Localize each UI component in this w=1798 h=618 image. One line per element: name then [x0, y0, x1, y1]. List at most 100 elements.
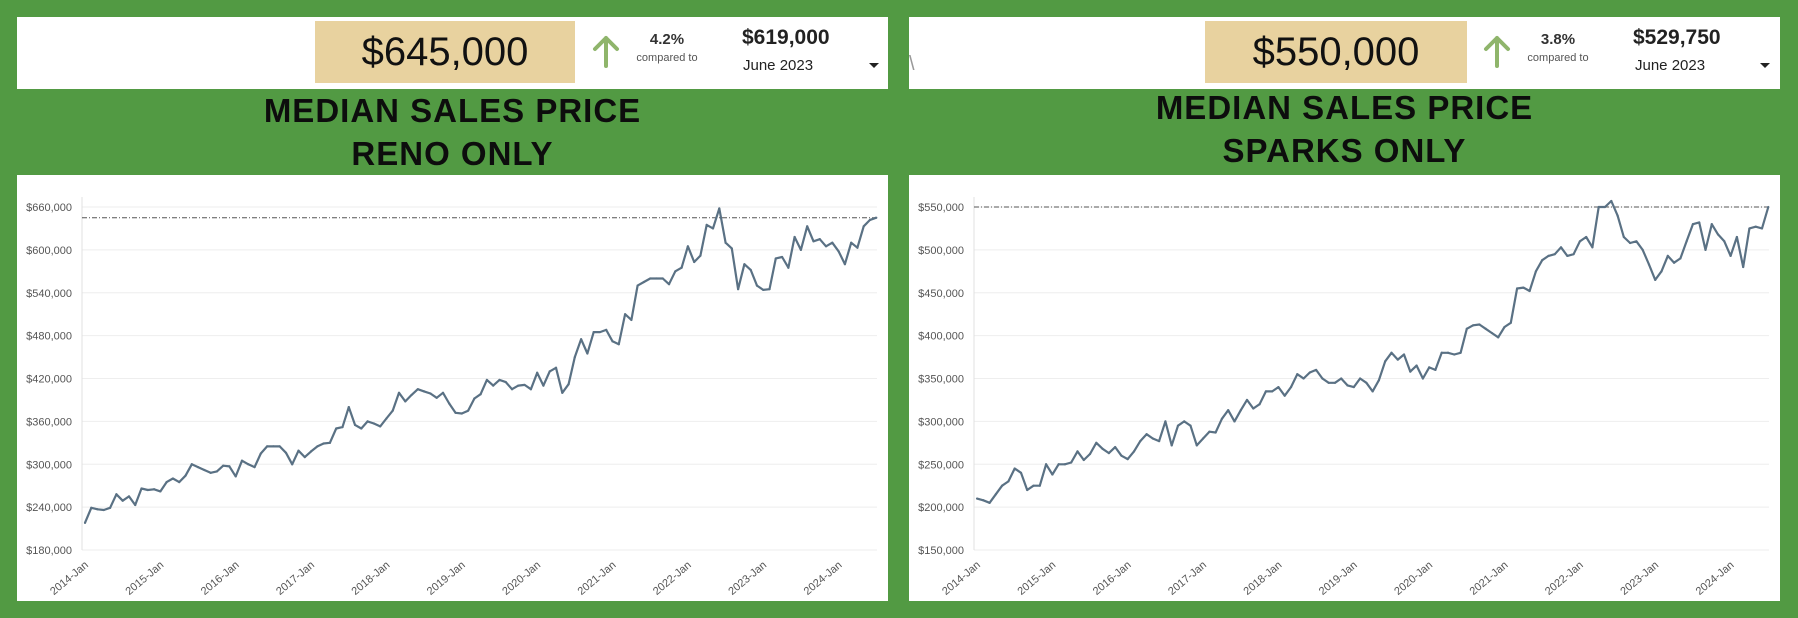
data-point — [667, 283, 671, 286]
kpi-period-select[interactable]: June 2023 — [743, 57, 814, 74]
x-tick-label: 2014-Jan — [48, 559, 91, 598]
data-point — [341, 425, 344, 429]
data-point — [429, 392, 432, 395]
data-point — [843, 263, 846, 266]
chevron-down-icon[interactable] — [1755, 57, 1775, 73]
data-point — [1497, 336, 1500, 339]
data-point — [1007, 480, 1010, 483]
data-point — [391, 409, 394, 412]
data-point — [542, 384, 545, 387]
series-line — [976, 199, 1770, 504]
data-point — [1591, 246, 1594, 249]
y-tick-label: $360,000 — [26, 416, 72, 428]
data-point — [1503, 325, 1506, 329]
x-tick-label: 2019-Jan — [1317, 559, 1360, 598]
data-point — [1384, 360, 1387, 363]
data-point — [1139, 439, 1142, 443]
data-point — [1315, 368, 1318, 372]
chevron-down-icon[interactable] — [864, 57, 884, 73]
data-point — [592, 330, 595, 334]
data-point — [328, 441, 332, 444]
data-point — [818, 238, 821, 241]
data-point — [184, 474, 187, 477]
data-point — [1767, 205, 1770, 209]
data-point — [222, 464, 225, 467]
data-point — [774, 257, 777, 260]
data-point — [1227, 409, 1230, 412]
data-point — [1434, 368, 1437, 372]
data-point — [573, 355, 576, 359]
data-point — [699, 254, 702, 257]
x-tick-label: 2016-Jan — [1091, 559, 1134, 598]
data-point — [460, 412, 463, 415]
data-point — [655, 277, 658, 280]
data-point — [335, 427, 338, 430]
data-point — [1183, 420, 1186, 423]
data-point — [1710, 223, 1713, 226]
data-point — [1365, 381, 1368, 384]
x-tick-label: 2014-Jan — [940, 559, 983, 598]
data-point — [1572, 253, 1575, 256]
data-point — [642, 280, 646, 284]
data-point — [385, 417, 388, 420]
data-point — [209, 471, 212, 474]
x-tick-label: 2022-Jan — [1543, 559, 1586, 598]
data-point — [1484, 327, 1487, 330]
data-point — [1352, 385, 1355, 389]
data-point — [504, 380, 507, 384]
y-tick-label: $420,000 — [26, 374, 72, 386]
data-point — [768, 288, 771, 291]
y-tick-label: $660,000 — [26, 202, 72, 214]
x-tick-label: 2020-Jan — [1392, 559, 1435, 598]
data-point — [636, 284, 639, 287]
data-point — [1044, 463, 1048, 466]
data-point — [1019, 471, 1023, 474]
data-point — [1239, 409, 1242, 412]
kpi-period-select[interactable]: June 2023 — [1635, 57, 1706, 74]
data-point — [115, 493, 118, 496]
data-point — [1396, 358, 1399, 361]
data-point — [705, 223, 708, 226]
data-point — [196, 466, 200, 469]
data-point — [1390, 351, 1393, 354]
data-point — [580, 338, 583, 341]
data-point — [787, 266, 790, 269]
data-point — [121, 499, 124, 502]
data-point — [1629, 241, 1632, 245]
data-point — [806, 225, 809, 228]
data-point — [1164, 420, 1167, 423]
data-point — [737, 288, 740, 291]
data-point — [1158, 439, 1161, 443]
data-point — [404, 400, 407, 403]
data-point — [423, 390, 426, 393]
data-point — [529, 388, 532, 391]
data-point — [1013, 467, 1016, 470]
data-point — [1534, 270, 1538, 273]
data-point — [410, 393, 413, 397]
y-tick-label: $250,000 — [918, 459, 964, 471]
chart-title-line: MEDIAN SALES PRICE — [1155, 89, 1534, 126]
data-point — [1472, 324, 1475, 327]
data-point — [1289, 385, 1293, 389]
data-point — [850, 241, 853, 244]
x-tick-label: 2023-Jan — [726, 559, 769, 598]
data-point — [102, 508, 105, 512]
y-tick-label: $180,000 — [26, 545, 72, 557]
data-point — [1114, 446, 1117, 449]
data-point — [498, 378, 501, 382]
series-line — [83, 207, 877, 524]
data-point — [127, 495, 131, 498]
data-point — [266, 445, 269, 448]
data-point — [353, 423, 357, 427]
kpi-compared-value: $619,000 — [742, 26, 830, 49]
data-point — [1346, 384, 1349, 387]
data-point — [1101, 447, 1104, 450]
data-point — [291, 463, 294, 466]
data-point — [1672, 261, 1676, 264]
data-point — [1716, 233, 1720, 236]
y-tick-label: $300,000 — [26, 459, 72, 471]
data-point — [554, 366, 558, 369]
kpi-compared-label: compared to — [636, 52, 698, 64]
data-point — [1415, 364, 1418, 367]
data-point — [793, 235, 796, 239]
